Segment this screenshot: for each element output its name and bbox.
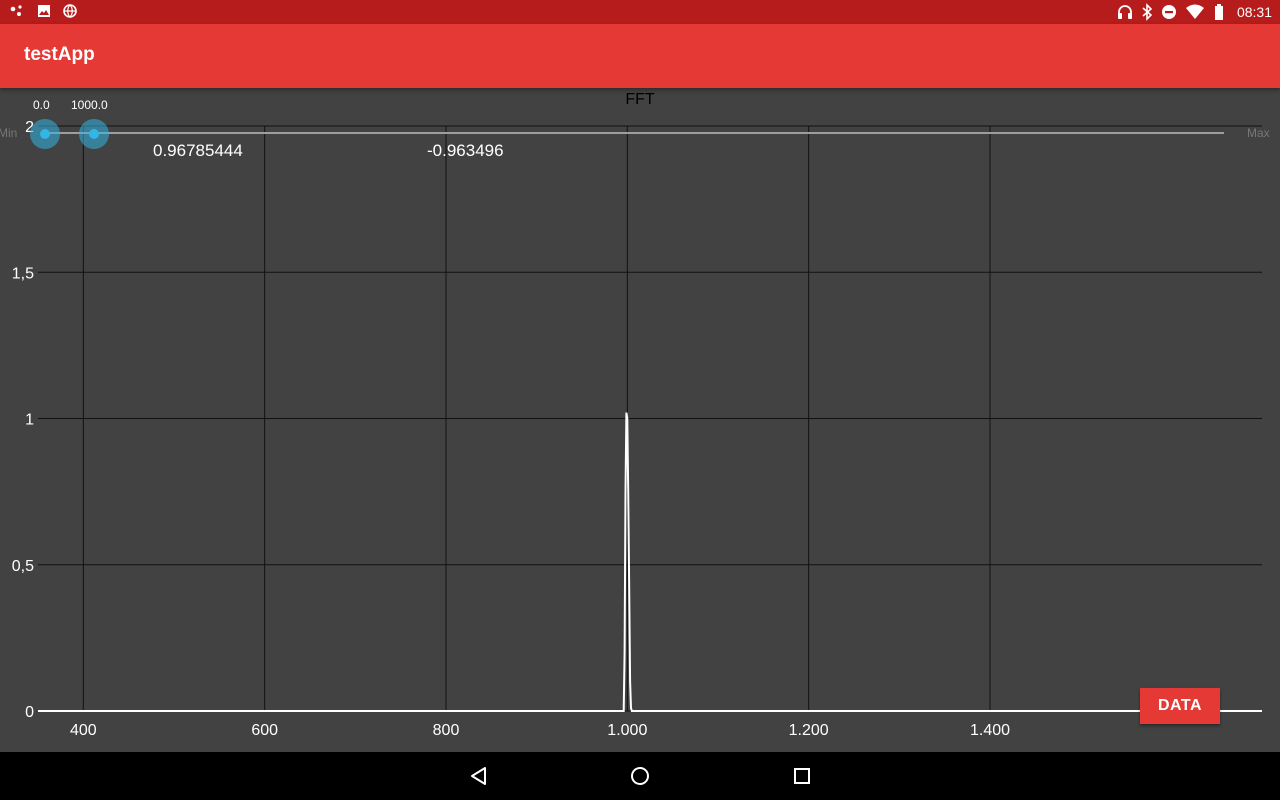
- y-tick-label: 1,5: [12, 265, 34, 282]
- x-tick-label: 600: [251, 722, 278, 739]
- app-title: testApp: [24, 44, 95, 65]
- range-max-thumb-dot: [89, 129, 99, 139]
- navigation-bar: [0, 752, 1280, 800]
- y-tick-label: 0: [25, 704, 34, 721]
- status-bar: 08:31: [0, 0, 1280, 24]
- recents-icon[interactable]: [790, 764, 814, 788]
- range-min-value: 0.0: [33, 98, 50, 112]
- x-tick-label: 800: [433, 722, 460, 739]
- battery-icon: [1214, 4, 1223, 20]
- image-icon: [38, 5, 50, 17]
- readout-value-1: 0.96785444: [153, 141, 243, 160]
- range-min-thumb[interactable]: [30, 119, 60, 149]
- y-tick-label: 2: [25, 119, 34, 136]
- x-tick-label: 1.200: [789, 722, 829, 739]
- x-tick-label: 1.000: [607, 722, 647, 739]
- do-not-disturb-icon: [1161, 5, 1176, 19]
- headphones-icon: [1117, 5, 1132, 19]
- fft-chart[interactable]: 400 600 800 1.000 1.200 1.400 0 0,5 1 1,5 2 FFT 0.…: [0, 88, 1280, 752]
- x-tick-label: 400: [70, 722, 97, 739]
- wifi-icon: [1185, 4, 1204, 19]
- y-tick-label: 1: [25, 412, 34, 429]
- y-tick-label: 0,5: [12, 558, 34, 575]
- range-max-label: Max: [1247, 126, 1270, 140]
- back-icon[interactable]: [467, 764, 491, 788]
- chart-title: FFT: [625, 91, 655, 108]
- home-icon[interactable]: [628, 764, 652, 788]
- clock: 08:31: [1236, 4, 1272, 20]
- chart-canvas: 400 600 800 1.000 1.200 1.400 0 0,5 1 1,5 2: [12, 119, 1262, 739]
- app-bar: testApp: [0, 24, 1280, 88]
- vpn-globe-icon: [63, 4, 77, 18]
- range-seekbar-track[interactable]: [44, 132, 1224, 134]
- range-max-thumb[interactable]: [79, 119, 109, 149]
- range-min-label: Min: [0, 126, 18, 140]
- readout-value-2: -0.963496: [427, 141, 504, 160]
- bluetooth-icon: [1142, 3, 1153, 21]
- range-max-value: 1000.0: [71, 98, 108, 112]
- notification-dots-icon: [10, 5, 22, 16]
- fft-series-line: [38, 412, 1262, 712]
- range-min-thumb-dot: [40, 129, 50, 139]
- x-tick-label: 1.400: [970, 722, 1010, 739]
- data-button[interactable]: DATA: [1140, 688, 1220, 724]
